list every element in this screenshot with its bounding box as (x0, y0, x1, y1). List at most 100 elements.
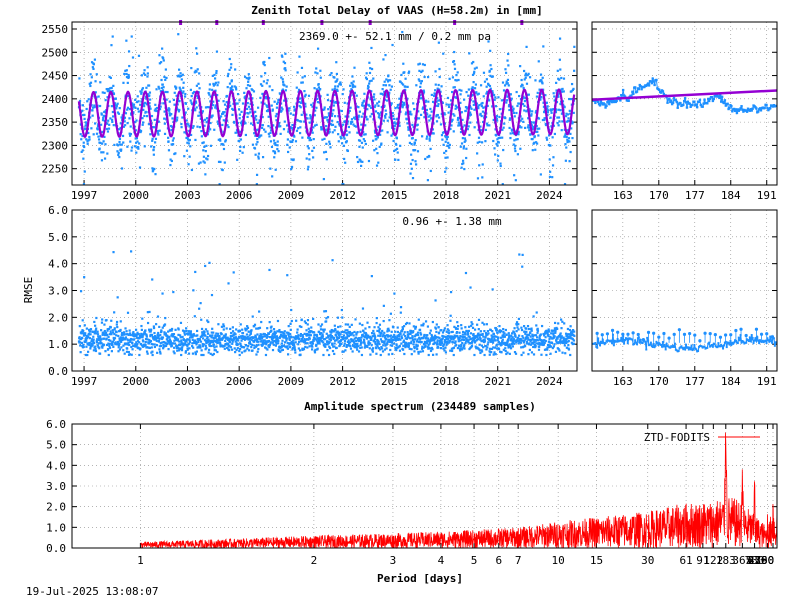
rmse-data-point (387, 327, 390, 330)
rmse-data-point (357, 350, 361, 353)
ztd-data-point (509, 93, 512, 96)
rmse-data-point (323, 328, 326, 331)
ztd-data-point (304, 93, 307, 96)
rmse-data-point (92, 349, 95, 352)
ztd-data-point (238, 139, 241, 143)
ztd-data-point (178, 86, 181, 89)
ztd-data-point (422, 89, 425, 92)
ztd-data-point (350, 81, 353, 85)
rmse-data-point (514, 334, 517, 337)
rmse-data-point (322, 353, 325, 357)
ztd-data-point (401, 104, 404, 107)
rmse-data-point (279, 335, 282, 338)
rmse-data-point (203, 331, 206, 334)
rmse-data-point (469, 286, 472, 289)
ztd-data-point (534, 141, 538, 144)
rmse-data-point (265, 343, 268, 346)
rmse-data-point (211, 353, 214, 357)
rmse-data-point (290, 336, 293, 339)
rmse-data-point (445, 337, 448, 341)
ztd-data-point (128, 134, 132, 137)
ztd-data-point (267, 115, 270, 118)
ztd-data-point (148, 105, 151, 108)
rmse-data-point (206, 332, 210, 335)
rmse-data-point (170, 344, 173, 347)
ztd-data-point (188, 155, 191, 158)
ztd-data-point (537, 60, 540, 63)
ztd-data-point (481, 163, 484, 166)
ztd-data-point (258, 135, 261, 139)
rmse-data-point (277, 348, 280, 351)
rmse-data-point (426, 334, 429, 337)
ztd-data-point (303, 120, 306, 123)
rmse-data-point (156, 315, 160, 318)
rmse-data-point (368, 347, 371, 350)
rmse-data-point (382, 333, 385, 336)
rmse-data-point (519, 341, 523, 344)
rmse-data-point (484, 332, 488, 335)
ztd-data-point (312, 146, 316, 149)
rmse-data-point (309, 330, 312, 333)
rmse-data-point (82, 330, 85, 333)
ztd-data-point (386, 119, 389, 122)
rmse-data-point (401, 348, 405, 351)
ztd-data-point (228, 68, 231, 72)
rmse-data-point (215, 332, 218, 335)
ztd-data-point (333, 87, 336, 90)
rmse-data-point (512, 341, 515, 344)
rmse-data-point (536, 336, 539, 339)
rmse-data-point (308, 345, 311, 348)
rmse-data-point (417, 350, 420, 354)
ztd-data-point (259, 96, 262, 99)
rmse-data-point (481, 321, 484, 324)
rmse-data-point (275, 342, 278, 345)
ztd-data-point (132, 105, 135, 108)
ztd-data-point (107, 89, 110, 92)
ztd-data-point (138, 142, 141, 145)
ztd-data-point (222, 147, 226, 151)
rmse-data-point (447, 329, 450, 332)
ztd-data-point (165, 76, 168, 80)
rmse-data-point (207, 348, 211, 351)
ztd-data-point (262, 62, 265, 65)
ztd-data-point (534, 148, 537, 151)
ztd-data-point (544, 122, 547, 126)
ztd-data-point (560, 76, 563, 80)
ztd-data-point (484, 128, 487, 132)
ztd-data-point (521, 84, 524, 87)
rmse-data-point (513, 331, 516, 334)
rmse-data-point (224, 334, 227, 338)
ztd-data-point (140, 74, 143, 77)
x-tick-label: 1997 (71, 189, 98, 202)
ztd-data-point (273, 152, 277, 155)
ztd-data-point (278, 98, 281, 101)
ztd-data-point (472, 103, 475, 106)
ztd-data-point (158, 62, 161, 65)
ztd-data-point (515, 138, 518, 141)
ztd-data-point (211, 104, 215, 107)
ztd-data-point (506, 95, 509, 98)
ztd-data-point (445, 167, 448, 170)
ztd-data-point (410, 153, 413, 156)
ztd-data-point (214, 106, 217, 109)
ztd-data-point (416, 128, 419, 131)
rmse-data-point (476, 323, 479, 326)
rmse-data-point (393, 292, 396, 295)
ztd-data-point (535, 95, 539, 98)
rmse-data-point (249, 336, 252, 340)
ztd-data-point (332, 109, 335, 112)
rmse-data-point (204, 264, 207, 268)
rmse-data-point (157, 339, 161, 343)
ztd-data-point (221, 168, 224, 172)
ztd-data-point (450, 124, 453, 127)
ztd-data-point (506, 78, 510, 81)
ztd-data-point (85, 122, 88, 125)
ztd-data-point (205, 117, 209, 120)
rmse-data-point (476, 335, 479, 339)
rmse-data-point (204, 334, 207, 337)
rmse-data-point (448, 341, 451, 344)
ztd-data-point (352, 85, 355, 88)
rmse-data-point (254, 334, 257, 337)
rmse-data-point (225, 346, 229, 349)
